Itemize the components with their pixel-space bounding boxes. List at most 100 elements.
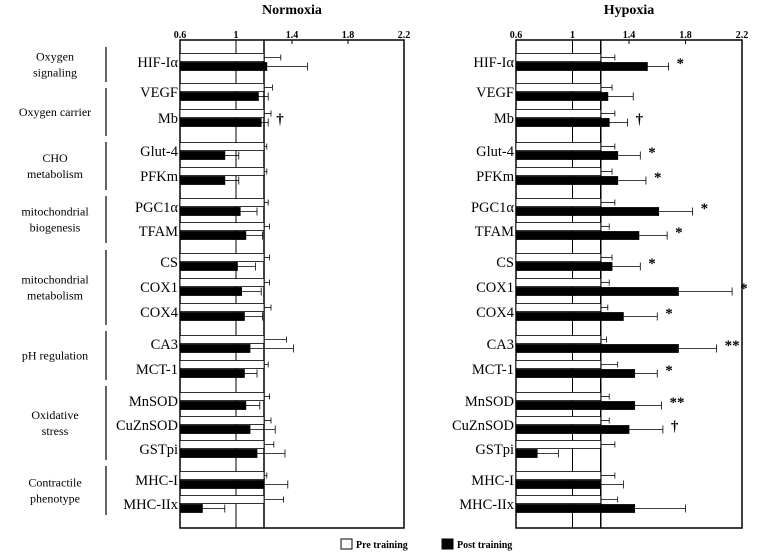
gene-label: PGC1α	[471, 200, 514, 216]
gene-label: CA3	[487, 337, 514, 353]
bar-pre-training	[179, 167, 265, 176]
gene-label: CA3	[151, 337, 178, 353]
bar-post-training	[515, 449, 538, 458]
gene-label: TFAM	[139, 224, 178, 240]
bar-post-training	[179, 207, 241, 216]
bar-post-training	[179, 262, 238, 271]
x-tick-label: 2.2	[736, 30, 749, 41]
gene-label: MHC-I	[135, 473, 178, 489]
bar-pre-training	[515, 198, 602, 207]
x-tick-label: 1.8	[679, 30, 692, 41]
group-label: CHO	[42, 151, 68, 165]
group-label: Oxygen	[36, 50, 74, 64]
bar-pre-training	[179, 222, 265, 231]
gene-label: COX1	[140, 280, 178, 296]
gene-label: GSTpi	[475, 442, 514, 458]
bar-pre-training	[179, 416, 265, 425]
group-label: mitochondrial	[21, 273, 89, 287]
x-tick-label: 1.8	[342, 30, 355, 41]
bar-post-training	[179, 401, 247, 410]
gene-label: PFKm	[140, 169, 179, 185]
bar-post-training	[179, 449, 258, 458]
bar-post-training	[515, 262, 613, 271]
legend-label: Post training	[457, 540, 512, 551]
gene-label: MHC-I	[471, 473, 514, 489]
panel-title: Hypoxia	[604, 3, 655, 18]
significance-mark: †	[671, 419, 679, 435]
gene-label: Glut-4	[476, 144, 515, 160]
bar-pre-training	[179, 335, 265, 344]
bar-post-training	[515, 151, 619, 160]
bar-post-training	[515, 207, 660, 216]
bar-pre-training	[179, 83, 265, 92]
gene-label: MHC-IIx	[459, 497, 515, 513]
x-tick-label: 1.4	[623, 30, 636, 41]
bar-pre-training	[179, 495, 265, 504]
bar-post-training	[179, 151, 226, 160]
bar-post-training	[179, 62, 268, 71]
bar-post-training	[179, 92, 259, 101]
bar-pre-training	[515, 416, 602, 425]
bar-pre-training	[179, 109, 265, 118]
group-label: Oxygen carrier	[19, 105, 91, 119]
x-tick-label: 1.4	[286, 30, 299, 41]
group-label: metabolism	[27, 167, 84, 181]
bar-pre-training	[179, 440, 265, 449]
bar-pre-training	[179, 360, 265, 369]
bar-post-training	[179, 480, 265, 489]
group-label: biogenesis	[30, 221, 81, 235]
bar-post-training	[179, 118, 262, 127]
gene-label: MnSOD	[465, 394, 514, 410]
gene-label: MCT-1	[472, 362, 514, 378]
bar-pre-training	[515, 360, 602, 369]
gene-label: CS	[496, 255, 514, 271]
significance-mark: *	[665, 363, 673, 379]
bar-post-training	[515, 504, 636, 513]
significance-mark: *	[740, 281, 748, 297]
bar-pre-training	[179, 142, 265, 151]
x-tick-label: 1	[570, 30, 575, 41]
bar-post-training	[179, 231, 247, 240]
bar-pre-training	[179, 392, 265, 401]
bar-post-training	[515, 118, 610, 127]
legend-swatch	[441, 538, 454, 550]
bar-pre-training	[515, 83, 602, 92]
bar-pre-training	[179, 198, 265, 207]
significance-mark: **	[669, 395, 684, 411]
significance-mark: †	[276, 112, 284, 128]
bar-pre-training	[515, 142, 602, 151]
significance-mark: *	[677, 56, 685, 72]
significance-mark: *	[675, 225, 683, 241]
bar-pre-training	[179, 278, 265, 287]
significance-mark: **	[725, 338, 740, 354]
bar-pre-training	[515, 53, 602, 62]
gene-label: GSTpi	[139, 442, 178, 458]
panel-title: Normoxia	[262, 3, 322, 18]
gene-label: MHC-IIx	[123, 497, 179, 513]
bar-pre-training	[179, 253, 265, 262]
legend-label: Pre training	[356, 540, 408, 551]
x-tick-label: 2.2	[398, 30, 411, 41]
gene-label: HIF-Iα	[473, 55, 514, 71]
significance-mark: *	[654, 170, 662, 186]
group-label: Contractile	[28, 476, 81, 490]
group-label: stress	[42, 424, 69, 438]
gene-label: MnSOD	[129, 394, 178, 410]
bar-pre-training	[515, 440, 602, 449]
bar-post-training	[515, 344, 679, 353]
group-label: Oxidative	[31, 408, 78, 422]
bar-post-training	[515, 176, 619, 185]
bar-post-training	[515, 401, 636, 410]
gene-label: CuZnSOD	[452, 418, 514, 434]
gene-label: CS	[160, 255, 178, 271]
gene-label: TFAM	[475, 224, 514, 240]
gene-label: PFKm	[476, 169, 515, 185]
bar-post-training	[515, 312, 624, 321]
significance-mark: *	[648, 145, 656, 161]
gene-label: HIF-Iα	[137, 55, 178, 71]
gene-label: VEGF	[140, 85, 178, 101]
bar-pre-training	[515, 109, 602, 118]
x-tick-label: 0.6	[510, 30, 523, 41]
bar-post-training	[515, 92, 609, 101]
